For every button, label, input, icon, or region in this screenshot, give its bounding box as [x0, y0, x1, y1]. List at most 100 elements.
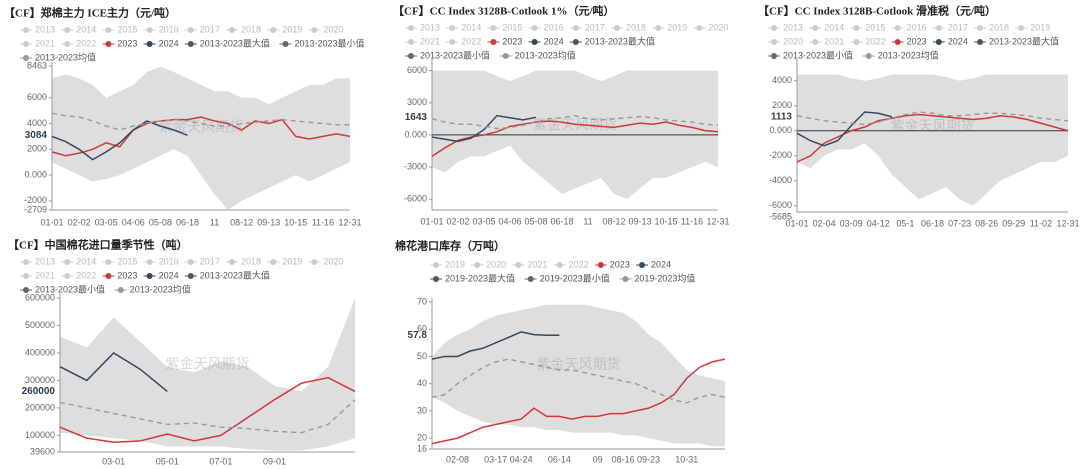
legend-dot [696, 25, 703, 31]
legend-dot [408, 39, 414, 45]
legend-dot [894, 39, 901, 45]
series-line [51, 120, 188, 161]
y-tick-label: 39600 [30, 446, 55, 456]
legend-label: 2013 [420, 22, 440, 32]
x-tick-label: 10-31 [675, 454, 698, 464]
legend-label: 2021 [35, 270, 55, 280]
chart-title: 【CF】中国棉花进口量季节性（吨） [8, 238, 188, 252]
x-tick-label: 09 [593, 454, 603, 464]
legend-label: 2023 [117, 38, 137, 48]
legend-label: 2014 [824, 22, 844, 32]
x-tick-label: 11-02 [1030, 218, 1052, 228]
legend-label: 2019 [445, 259, 465, 269]
legend-dot [639, 262, 645, 268]
y-tick-label: -2709 [24, 204, 47, 214]
legend-dot [433, 276, 439, 282]
watermark: 紫金天风期货 [159, 119, 243, 135]
x-tick-label: 07-23 [948, 218, 971, 228]
x-tick-label: 04-12 [867, 218, 890, 228]
legend-label: 2014 [461, 22, 481, 32]
legend-dot [490, 25, 497, 31]
y-tick-label: -4000 [769, 175, 792, 185]
y-tick-label: 6000 [27, 92, 47, 102]
legend-dot [311, 259, 318, 265]
legend-dot [977, 39, 983, 45]
y-tick-label: 200000 [25, 402, 55, 412]
x-tick-label: 03-01 [102, 456, 125, 466]
x-tick-label: 05-08 [524, 216, 547, 226]
legend-dot [1018, 25, 1025, 31]
x-tick-label: 07-01 [209, 456, 232, 466]
x-tick-label: 01-01 [40, 217, 63, 227]
y-tick-label: -6000 [769, 200, 792, 210]
y-tick-label: -2000 [769, 150, 792, 160]
legend-label: 2022 [865, 36, 885, 46]
legend-label: 2013-2023最大值 [200, 37, 270, 48]
legend-dot [408, 53, 414, 59]
series-line [431, 114, 719, 130]
y-tick-label: -2000 [24, 195, 47, 205]
legend-label: 2019 [282, 256, 302, 266]
series-line [51, 112, 350, 131]
legend-label: 2023 [610, 259, 630, 269]
legend-dot [282, 41, 289, 47]
legend-dot [146, 41, 153, 47]
legend-label: 2016 [159, 24, 179, 34]
legend-label: 2015 [117, 24, 137, 34]
legend-label: 2019-2023最大值 [445, 272, 515, 283]
y-tick-label: 400000 [25, 347, 55, 357]
series-line [796, 111, 893, 147]
watermark: 紫金天风期货 [891, 118, 975, 134]
y-tick-label: 0.000 [24, 169, 47, 179]
legend-dot [311, 27, 318, 33]
legend-label: 2022 [569, 259, 589, 269]
legend-dot [977, 25, 983, 31]
x-tick-label: 12-31 [338, 217, 361, 227]
series-line [431, 358, 726, 404]
legend-label: 2016 [907, 22, 927, 32]
legend-label: 2013-2023均值 [130, 283, 191, 294]
legend-label: 2020 [783, 36, 803, 46]
current-value-label: 1113 [771, 111, 793, 122]
legend-label: 2024 [651, 259, 671, 269]
x-tick-label: 05-08 [149, 217, 172, 227]
legend-label: 2024 [544, 36, 564, 46]
x-tick-label: 11-16 [681, 216, 703, 226]
current-value-label: 57.8 [408, 330, 428, 341]
y-tick-label: 0.000 [404, 129, 427, 139]
legend-label: 2024 [948, 36, 968, 46]
x-tick-label: 08-16 [612, 454, 635, 464]
x-tick-label: 12-31 [1056, 218, 1079, 228]
y-tick-label: 8463 [27, 60, 47, 70]
legend-label: 2015 [865, 22, 885, 32]
legend-label: 2013-2023最大值 [585, 35, 655, 46]
series-line [431, 120, 719, 158]
legend-dot [23, 55, 29, 61]
legend-label: 2013 [35, 256, 55, 266]
legend-label: 2014 [76, 24, 96, 34]
chart-title: 【CF】CC Index 3128B-Cotlook 滑准税（元/吨） [758, 4, 996, 18]
watermark: 紫金天风期货 [537, 356, 621, 372]
y-tick-label: -3000 [404, 161, 427, 171]
legend-dot [771, 25, 777, 31]
legend-dot [865, 53, 872, 59]
series-line [59, 376, 356, 444]
legend-dot [187, 41, 194, 47]
x-tick-label: 01-01 [785, 218, 808, 228]
range-band [797, 74, 1068, 206]
y-tick-label: 300000 [25, 375, 55, 385]
legend-label: 2013-2023最小值 [35, 283, 105, 294]
legend-label: 2020 [323, 24, 343, 34]
legend-label: 2013-2023最小值 [295, 37, 365, 48]
y-tick-label: 60 [417, 324, 427, 334]
y-tick-label: 100000 [25, 430, 55, 440]
legend-label: 2018 [241, 24, 261, 34]
legend-dot [812, 39, 819, 45]
range-band [60, 298, 355, 451]
x-tick-label: 06-14 [548, 454, 571, 464]
x-tick-label: 06-18 [176, 217, 199, 227]
legend-label: 2014 [76, 256, 96, 266]
x-tick-label: 03-05 [472, 216, 495, 226]
y-min-label: -5685 [769, 211, 792, 221]
legend-dot [655, 25, 662, 31]
